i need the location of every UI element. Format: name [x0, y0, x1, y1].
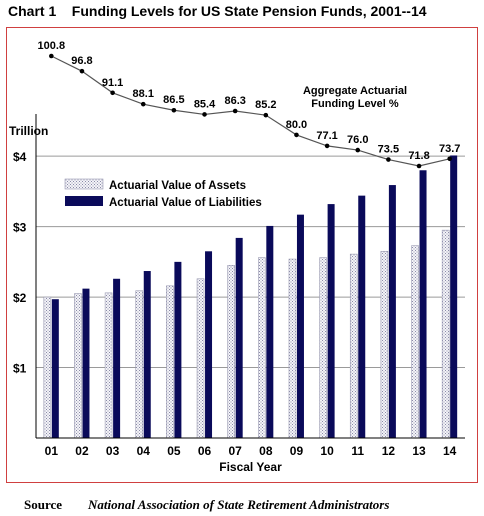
funding-level-series-name: Funding Level % [311, 98, 399, 110]
funding-level-point [386, 157, 391, 162]
assets-bar [288, 258, 297, 439]
funding-level-label: 77.1 [316, 130, 337, 142]
y-tick-label: $4 [13, 150, 27, 164]
assets-bar [380, 250, 389, 439]
assets-bar [411, 245, 419, 439]
legend-label: Actuarial Value of Assets [109, 180, 246, 192]
liabilities-bar [296, 214, 304, 438]
funding-level-point [171, 107, 177, 113]
assets-bar [441, 229, 450, 439]
x-tick-label: 04 [137, 444, 151, 458]
funding-level-point [416, 163, 422, 169]
funding-level-point [355, 147, 361, 153]
funding-level-label: 88.1 [133, 88, 154, 100]
liabilities-bar [174, 261, 182, 438]
funding-level-point [294, 132, 299, 138]
x-tick-label: 07 [228, 444, 242, 458]
assets-bar [196, 278, 205, 439]
y-tick-label: $1 [13, 362, 27, 376]
funding-level-label: 80.0 [286, 119, 307, 131]
liabilities-bar [358, 195, 366, 438]
funding-level-label: 91.1 [102, 77, 123, 89]
liabilities-bar [113, 278, 121, 438]
funding-level-label: 86.5 [163, 94, 184, 106]
funding-level-label: 85.4 [194, 98, 216, 110]
funding-level-point [447, 156, 452, 162]
liabilities-bar [450, 155, 458, 438]
liabilities-bar [143, 271, 151, 438]
funding-level-point [140, 101, 146, 107]
liabilities-bar [82, 288, 90, 438]
funding-level-point [263, 112, 269, 118]
assets-bar [74, 293, 82, 439]
assets-bar [319, 257, 327, 439]
liabilities-bar [205, 251, 213, 438]
assets-bar [166, 285, 174, 439]
funding-level-label: 85.2 [255, 99, 276, 111]
x-tick-label: 06 [198, 444, 212, 458]
x-tick-label: 01 [45, 444, 59, 458]
assets-bar [135, 290, 144, 439]
assets-bar [104, 292, 113, 439]
liabilities-bar [327, 204, 335, 438]
assets-bar [43, 296, 52, 439]
funding-level-label: 76.0 [347, 134, 368, 146]
x-tick-label: 13 [412, 444, 426, 458]
legend-assets-swatch [64, 178, 104, 190]
legend-liabilities-swatch [65, 196, 103, 206]
liabilities-bar [266, 225, 274, 438]
funding-level-label: 71.8 [408, 150, 429, 162]
y-axis-label: Trillion [9, 124, 48, 138]
funding-level-series-name: Aggregate Actuarial [303, 85, 407, 97]
x-tick-label: 14 [443, 444, 457, 458]
assets-bar [258, 257, 266, 439]
liabilities-bar [419, 170, 427, 439]
x-tick-label: 08 [259, 444, 273, 458]
chart-svg: $1 $2 $3 $4 Trillion 01 02 03 04 05 06 07 08 09 10 11 12… [9, 40, 465, 474]
chart-title: Chart 1 Funding Levels for US State Pens… [8, 3, 427, 19]
x-tick-label: 02 [75, 444, 89, 458]
chart-frame: $1 $2 $3 $4 Trillion 01 02 03 04 05 06 07 08 09 10 11 12… [6, 27, 478, 483]
liabilities-bar [388, 185, 396, 438]
funding-level-point [202, 112, 207, 117]
x-tick-label: 03 [106, 444, 120, 458]
liabilities-bar [235, 237, 243, 438]
source-label: Source [24, 497, 63, 512]
x-tick-label: 09 [290, 444, 304, 458]
x-tick-label: 11 [351, 444, 364, 458]
source-text: National Association of State Retirement… [88, 497, 390, 512]
x-tick-label: 10 [320, 444, 334, 458]
funding-level-line [51, 55, 450, 167]
x-tick-label: 12 [382, 444, 396, 458]
x-axis-label: Fiscal Year [219, 460, 282, 474]
funding-level-point [232, 108, 238, 114]
funding-level-point [49, 53, 54, 59]
funding-level-point [110, 90, 115, 96]
funding-level-label: 96.8 [71, 55, 92, 67]
x-tick-label: 05 [167, 444, 181, 458]
funding-level-label: 100.8 [38, 40, 66, 52]
legend-label: Actuarial Value of Liabilities [109, 197, 262, 209]
assets-bar [227, 265, 235, 439]
y-tick-label: $3 [13, 221, 27, 235]
assets-bar [349, 253, 358, 439]
liabilities-bar [51, 299, 59, 438]
funding-level-label: 86.3 [224, 95, 245, 107]
funding-level-label: 73.7 [439, 143, 460, 155]
y-tick-label: $2 [13, 291, 27, 305]
source-note: Source National Association of State Reti… [24, 497, 389, 513]
funding-level-point [79, 68, 85, 74]
funding-level-label: 73.5 [378, 144, 399, 156]
funding-level-point [324, 143, 330, 149]
